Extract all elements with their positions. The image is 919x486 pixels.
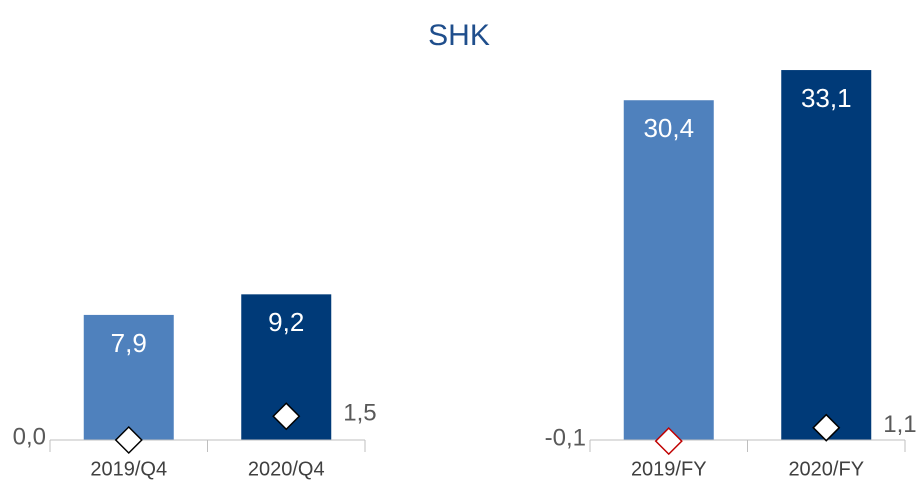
marker-label: 1,1 bbox=[883, 411, 916, 438]
marker bbox=[812, 413, 841, 442]
marker-label: 0,0 bbox=[13, 423, 46, 450]
x-tick-label: 2020/FY bbox=[788, 458, 864, 480]
x-tick-label: 2019/FY bbox=[631, 458, 707, 480]
bar bbox=[83, 314, 174, 440]
data-label: 7,9 bbox=[111, 328, 147, 358]
data-label: 9,2 bbox=[268, 307, 304, 337]
marker-label: 1,5 bbox=[343, 400, 376, 427]
chart-title: SHK bbox=[428, 19, 490, 52]
marker bbox=[114, 425, 143, 455]
data-label: 33,1 bbox=[801, 83, 852, 113]
bar bbox=[623, 100, 714, 440]
marker-label: -0,1 bbox=[545, 424, 586, 451]
x-tick-label: 2019/Q4 bbox=[90, 458, 167, 480]
marker bbox=[272, 402, 301, 431]
x-tick-label: 2020/Q4 bbox=[248, 458, 325, 480]
data-label: 30,4 bbox=[643, 113, 694, 143]
marker bbox=[654, 427, 683, 456]
bar bbox=[781, 70, 872, 440]
